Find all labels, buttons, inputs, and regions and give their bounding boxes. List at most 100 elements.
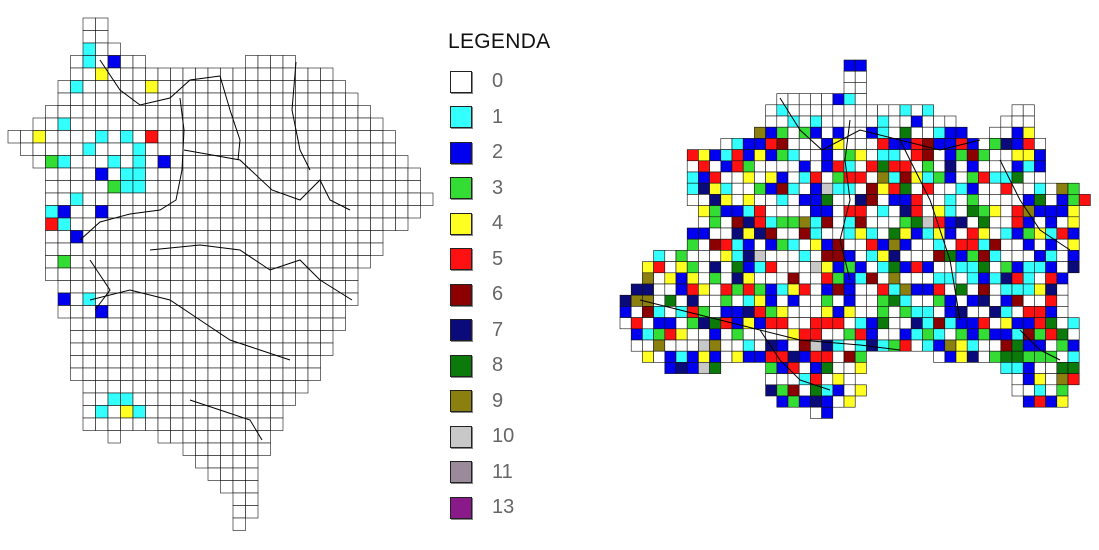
grid-cell <box>978 294 990 307</box>
grid-cell <box>282 230 296 244</box>
grid-cell <box>798 126 811 139</box>
grid-cell <box>120 292 134 306</box>
grid-cell <box>195 155 209 169</box>
grid-cell <box>955 160 968 173</box>
grid-cell <box>70 205 84 219</box>
grid-cell <box>295 167 309 181</box>
grid-cell <box>798 238 811 251</box>
legend-swatch <box>450 70 472 93</box>
grid-cell <box>95 355 109 369</box>
grid-cell <box>731 339 744 352</box>
grid-cell <box>82 367 96 381</box>
grid-cell <box>95 342 109 356</box>
grid-cell <box>320 305 334 319</box>
grid-cell <box>295 367 309 381</box>
grid-cell <box>395 192 409 206</box>
grid-cell <box>95 80 109 94</box>
grid-cell <box>232 367 246 381</box>
grid-cell <box>332 80 346 94</box>
grid-cell <box>854 93 867 106</box>
grid-cell <box>675 362 688 374</box>
grid-cell <box>888 104 901 117</box>
grid-cell <box>132 392 146 406</box>
grid-cell <box>843 384 856 397</box>
grid-cell <box>232 217 246 231</box>
grid-cell <box>132 130 146 144</box>
grid-cell <box>933 171 946 184</box>
grid-cell <box>642 339 654 352</box>
grid-cell <box>232 317 246 331</box>
grid-cell <box>220 280 234 294</box>
grid-cell <box>145 80 159 94</box>
grid-cell <box>270 105 284 119</box>
grid-cell <box>821 216 834 229</box>
grid-cell <box>1022 317 1035 330</box>
grid-cell <box>731 283 744 296</box>
grid-cell <box>776 339 789 352</box>
grid-cell <box>754 126 766 139</box>
grid-cell <box>899 328 912 341</box>
grid-cell <box>642 350 654 363</box>
grid-cell <box>207 342 221 356</box>
grid-cell <box>57 280 71 294</box>
grid-cell <box>832 294 845 307</box>
grid-cell <box>1011 350 1024 363</box>
grid-cell <box>345 205 359 219</box>
grid-cell <box>821 227 834 240</box>
grid-cell <box>320 242 334 256</box>
grid-cell <box>933 350 946 363</box>
grid-cell <box>1000 138 1013 150</box>
grid-cell <box>675 350 688 363</box>
grid-cell <box>854 82 867 94</box>
grid-cell <box>182 205 196 219</box>
grid-cell <box>245 80 259 94</box>
grid-cell <box>270 167 284 181</box>
grid-cell <box>245 130 259 144</box>
grid-cell <box>70 105 84 119</box>
grid-cell <box>1067 350 1080 363</box>
grid-cell <box>1045 328 1058 341</box>
grid-cell <box>145 255 159 269</box>
grid-cell <box>345 155 359 169</box>
grid-cell <box>157 230 171 244</box>
grid-cell <box>1000 160 1013 173</box>
grid-cell <box>630 317 643 330</box>
grid-cell <box>320 192 334 206</box>
grid-cell <box>145 280 159 294</box>
grid-cell <box>1056 227 1069 240</box>
grid-cell <box>107 230 121 244</box>
grid-cell <box>407 180 421 194</box>
grid-cell <box>82 242 96 256</box>
grid-cell <box>899 205 912 218</box>
grid-cell <box>132 192 146 206</box>
grid-cell <box>345 217 359 231</box>
grid-cell <box>307 80 321 94</box>
grid-cell <box>754 272 766 285</box>
grid-cell <box>132 105 146 119</box>
grid-cell <box>357 255 371 269</box>
grid-cell <box>1056 182 1069 195</box>
grid-cell <box>332 167 346 181</box>
grid-cell <box>810 250 822 262</box>
grid-cell <box>307 367 321 381</box>
grid-cell <box>232 155 246 169</box>
grid-cell <box>810 182 822 195</box>
grid-cell <box>1000 194 1013 206</box>
grid-cell <box>1011 149 1024 162</box>
grid-cell <box>1022 250 1035 262</box>
grid-cell <box>854 227 867 240</box>
grid-cell <box>107 342 121 356</box>
grid-cell <box>232 105 246 119</box>
grid-cell <box>307 355 321 369</box>
grid-cell <box>955 272 968 285</box>
grid-cell <box>1056 317 1069 330</box>
grid-cell <box>686 261 699 274</box>
grid-cell <box>57 230 71 244</box>
grid-cell <box>888 238 901 251</box>
grid-cell <box>821 272 834 285</box>
grid-cell <box>70 255 84 269</box>
grid-cell <box>320 92 334 106</box>
grid-cell <box>207 155 221 169</box>
grid-cell <box>257 217 271 231</box>
grid-cell <box>232 92 246 106</box>
